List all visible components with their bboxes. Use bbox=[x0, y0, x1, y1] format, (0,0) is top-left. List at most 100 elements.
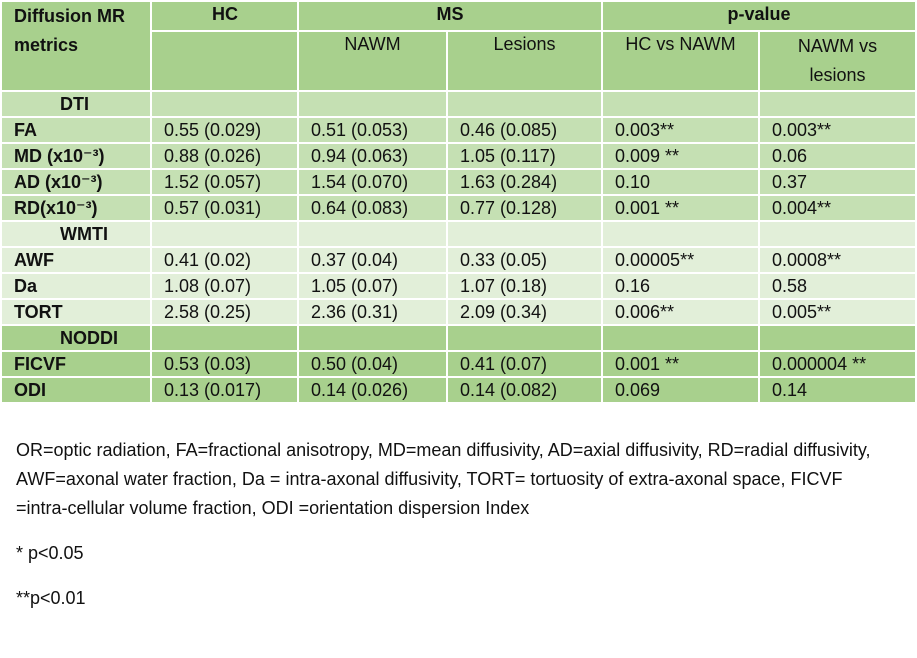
empty-cell bbox=[297, 220, 448, 248]
data-row: RD(x10⁻³) 0.57 (0.031) 0.64 (0.083) 0.77 (0… bbox=[0, 194, 917, 222]
metric-name: FA bbox=[0, 116, 152, 144]
value-cell: 0.64 (0.083) bbox=[297, 194, 448, 222]
group-row: NODDI bbox=[0, 324, 917, 352]
value-cell: 0.13 (0.017) bbox=[150, 376, 299, 404]
value-cell: 0.14 (0.082) bbox=[446, 376, 603, 404]
empty-cell bbox=[758, 220, 917, 248]
value-cell: 0.001 ** bbox=[601, 194, 760, 222]
header-cell: HC bbox=[150, 0, 299, 32]
header-cell: p-value bbox=[601, 0, 917, 32]
value-cell: 0.41 (0.07) bbox=[446, 350, 603, 378]
empty-cell bbox=[601, 324, 760, 352]
value-cell: 1.63 (0.284) bbox=[446, 168, 603, 196]
subheader-cell: Lesions bbox=[446, 30, 603, 92]
value-cell: 0.10 bbox=[601, 168, 760, 196]
empty-cell bbox=[758, 324, 917, 352]
subheader-row: NAWM Lesions HC vs NAWM NAWM vs lesions bbox=[1, 30, 917, 92]
note: OR=optic radiation, FA=fractional anisot… bbox=[16, 440, 871, 518]
value-cell: 0.16 bbox=[601, 272, 760, 300]
group-name: NODDI bbox=[0, 324, 152, 352]
value-cell: 0.06 bbox=[758, 142, 917, 170]
subheader-cell: NAWM bbox=[297, 30, 448, 92]
group-row: WMTI bbox=[0, 220, 917, 248]
metric-name: TORT bbox=[0, 298, 152, 326]
value-cell: 0.37 bbox=[758, 168, 917, 196]
data-row: MD (x10⁻³) 0.88 (0.026) 0.94 (0.063) 1.05 (… bbox=[0, 142, 917, 170]
value-cell: 0.41 (0.02) bbox=[150, 246, 299, 274]
value-cell: 1.08 (0.07) bbox=[150, 272, 299, 300]
value-cell: 2.58 (0.25) bbox=[150, 298, 299, 326]
value-cell: 2.09 (0.34) bbox=[446, 298, 603, 326]
group-row: DTI bbox=[0, 90, 917, 118]
empty-cell bbox=[446, 220, 603, 248]
data-row: Da 1.08 (0.07) 1.05 (0.07) 1.07 (0.18) 0.16 0… bbox=[0, 272, 917, 300]
value-cell: 0.50 (0.04) bbox=[297, 350, 448, 378]
metric-name: RD(x10⁻³) bbox=[0, 194, 152, 222]
group-name: DTI bbox=[0, 90, 152, 118]
value-cell: 0.005** bbox=[758, 298, 917, 326]
note: **p<0.01 bbox=[16, 588, 86, 608]
value-cell: 0.55 (0.029) bbox=[150, 116, 299, 144]
value-cell: 0.14 (0.026) bbox=[297, 376, 448, 404]
empty-cell bbox=[601, 90, 760, 118]
table-body: Diffusion MR metrics HC MS p-value NAWM … bbox=[0, 0, 917, 404]
value-cell: 0.46 (0.085) bbox=[446, 116, 603, 144]
value-cell: 0.57 (0.031) bbox=[150, 194, 299, 222]
empty-cell bbox=[150, 90, 299, 118]
empty-cell bbox=[446, 324, 603, 352]
value-cell: 2.36 (0.31) bbox=[297, 298, 448, 326]
notes: OR=optic radiation, FA=fractional anisot… bbox=[16, 436, 896, 629]
value-cell: 0.37 (0.04) bbox=[297, 246, 448, 274]
note: * p<0.05 bbox=[16, 543, 84, 563]
metric-name: AD (x10⁻³) bbox=[0, 168, 152, 196]
empty-cell bbox=[446, 90, 603, 118]
data-row: AD (x10⁻³) 1.52 (0.057) 1.54 (0.070) 1.63 (… bbox=[0, 168, 917, 196]
empty-cell bbox=[150, 220, 299, 248]
data-row: AWF 0.41 (0.02) 0.37 (0.04) 0.33 (0.05) 0.00… bbox=[0, 246, 917, 274]
group-name: WMTI bbox=[0, 220, 152, 248]
header-cell: Diffusion MR metrics bbox=[0, 0, 152, 92]
data-row: ODI 0.13 (0.017) 0.14 (0.026) 0.14 (0.082) 0… bbox=[0, 376, 917, 404]
data-row: TORT 2.58 (0.25) 2.36 (0.31) 2.09 (0.34) 0.0… bbox=[0, 298, 917, 326]
value-cell: 1.05 (0.117) bbox=[446, 142, 603, 170]
value-cell: 0.000004 ** bbox=[758, 350, 917, 378]
empty-cell bbox=[297, 324, 448, 352]
value-cell: 0.004** bbox=[758, 194, 917, 222]
empty-cell bbox=[758, 90, 917, 118]
value-cell: 0.88 (0.026) bbox=[150, 142, 299, 170]
metric-name: FICVF bbox=[0, 350, 152, 378]
value-cell: 0.51 (0.053) bbox=[297, 116, 448, 144]
metric-name: ODI bbox=[0, 376, 152, 404]
value-cell: 0.009 ** bbox=[601, 142, 760, 170]
value-cell: 0.0008** bbox=[758, 246, 917, 274]
header-cell bbox=[150, 30, 299, 92]
value-cell: 0.00005** bbox=[601, 246, 760, 274]
value-cell: 0.069 bbox=[601, 376, 760, 404]
value-cell: 0.001 ** bbox=[601, 350, 760, 378]
metric-name: Da bbox=[0, 272, 152, 300]
header-cell: MS bbox=[297, 0, 603, 32]
subheader-cell: NAWM vs lesions bbox=[758, 30, 917, 92]
value-cell: 0.58 bbox=[758, 272, 917, 300]
results-table: Diffusion MR metrics HC MS p-value NAWM … bbox=[0, 0, 917, 404]
value-cell: 1.07 (0.18) bbox=[446, 272, 603, 300]
value-cell: 0.53 (0.03) bbox=[150, 350, 299, 378]
value-cell: 0.006** bbox=[601, 298, 760, 326]
header-row: Diffusion MR metrics HC MS p-value bbox=[0, 0, 917, 92]
value-cell: 1.05 (0.07) bbox=[297, 272, 448, 300]
metric-name: MD (x10⁻³) bbox=[0, 142, 152, 170]
metric-name: AWF bbox=[0, 246, 152, 274]
empty-cell bbox=[297, 90, 448, 118]
empty-cell bbox=[150, 324, 299, 352]
value-cell: 0.14 bbox=[758, 376, 917, 404]
value-cell: 0.94 (0.063) bbox=[297, 142, 448, 170]
value-cell: 1.52 (0.057) bbox=[150, 168, 299, 196]
data-row: FICVF 0.53 (0.03) 0.50 (0.04) 0.41 (0.07) 0.… bbox=[0, 350, 917, 378]
value-cell: 0.77 (0.128) bbox=[446, 194, 603, 222]
data-row: FA 0.55 (0.029) 0.51 (0.053) 0.46 (0.085) 0.… bbox=[0, 116, 917, 144]
empty-cell bbox=[601, 220, 760, 248]
value-cell: 0.003** bbox=[601, 116, 760, 144]
value-cell: 0.003** bbox=[758, 116, 917, 144]
value-cell: 0.33 (0.05) bbox=[446, 246, 603, 274]
